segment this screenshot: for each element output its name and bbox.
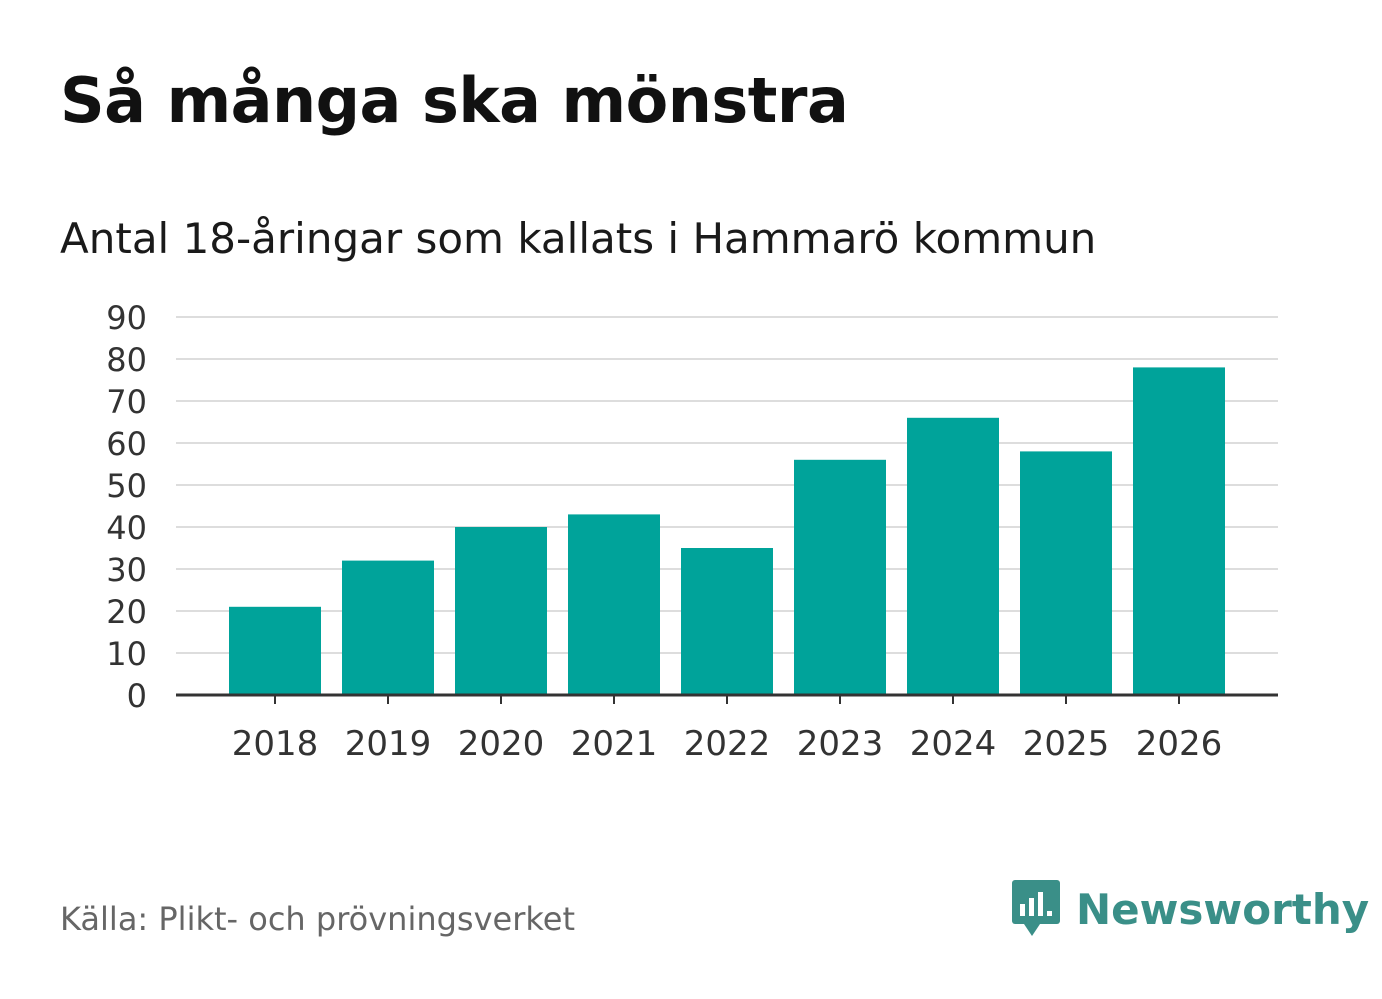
x-tick-label: 2019 <box>345 724 432 764</box>
bar <box>1133 367 1225 695</box>
source-note: Källa: Plikt- och prövningsverket <box>60 900 575 938</box>
y-tick-label: 20 <box>106 593 147 631</box>
newsworthy-logo-icon <box>1012 880 1060 936</box>
bar <box>455 527 547 695</box>
brand-logo: Newsworthy <box>1010 878 1369 940</box>
x-tick-label: 2018 <box>232 724 319 764</box>
y-tick-label: 40 <box>106 509 147 547</box>
y-tick-label: 10 <box>106 635 147 673</box>
chart-subtitle: Antal 18-åringar som kallats i Hammarö k… <box>60 214 1097 263</box>
y-tick-label: 70 <box>106 383 147 421</box>
y-tick-label: 90 <box>106 299 147 337</box>
bar <box>342 560 434 695</box>
x-tick-label: 2023 <box>797 724 884 764</box>
x-tick-label: 2022 <box>684 724 771 764</box>
y-tick-label: 60 <box>106 425 147 463</box>
x-tick-label: 2025 <box>1023 724 1110 764</box>
x-tick-label: 2026 <box>1136 724 1223 764</box>
bar-chart: 0 10 20 30 40 50 60 70 80 90 2018 2019 2020 2021 2022 2… <box>106 299 1278 764</box>
y-tick-label: 30 <box>106 551 147 589</box>
bar <box>681 548 773 695</box>
y-tick-label: 50 <box>106 467 147 505</box>
bar <box>229 606 321 695</box>
bar <box>907 417 999 695</box>
bar <box>1020 451 1112 695</box>
brand-name: Newsworthy <box>1076 884 1370 934</box>
chart-title: Så många ska mönstra <box>60 64 849 137</box>
y-tick-label: 80 <box>106 341 147 379</box>
x-tick-label: 2021 <box>571 724 658 764</box>
x-tick-label: 2020 <box>458 724 545 764</box>
x-tick-label: 2024 <box>910 724 997 764</box>
bar <box>568 514 660 695</box>
y-tick-label: 0 <box>127 677 147 715</box>
bar <box>794 459 886 695</box>
